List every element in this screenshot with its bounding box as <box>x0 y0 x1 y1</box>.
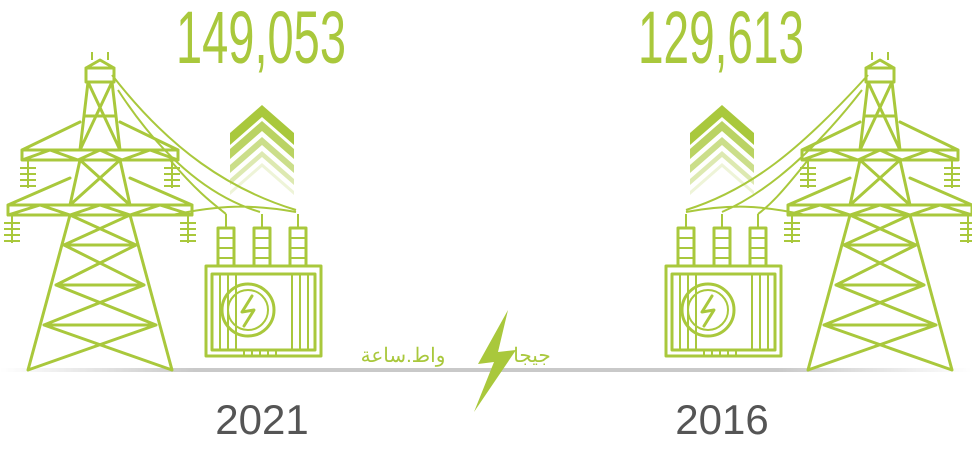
power-wires <box>111 74 297 216</box>
year: 2021 <box>215 396 308 443</box>
up-arrow <box>230 105 294 195</box>
unit-name: واط.ساعة <box>361 345 446 367</box>
transformer <box>664 212 783 358</box>
unit-prefix: جيجا <box>513 345 550 367</box>
amount: 129,613 <box>638 0 804 79</box>
year: 2016 <box>675 396 768 443</box>
up-arrow <box>690 105 754 195</box>
power-tower <box>782 50 972 372</box>
transformer <box>204 212 323 358</box>
amount: 149,053 <box>176 0 346 79</box>
power-tower <box>2 50 198 372</box>
power-wires <box>685 74 869 216</box>
lightning-bolt <box>474 310 516 412</box>
ground-line <box>0 368 972 372</box>
